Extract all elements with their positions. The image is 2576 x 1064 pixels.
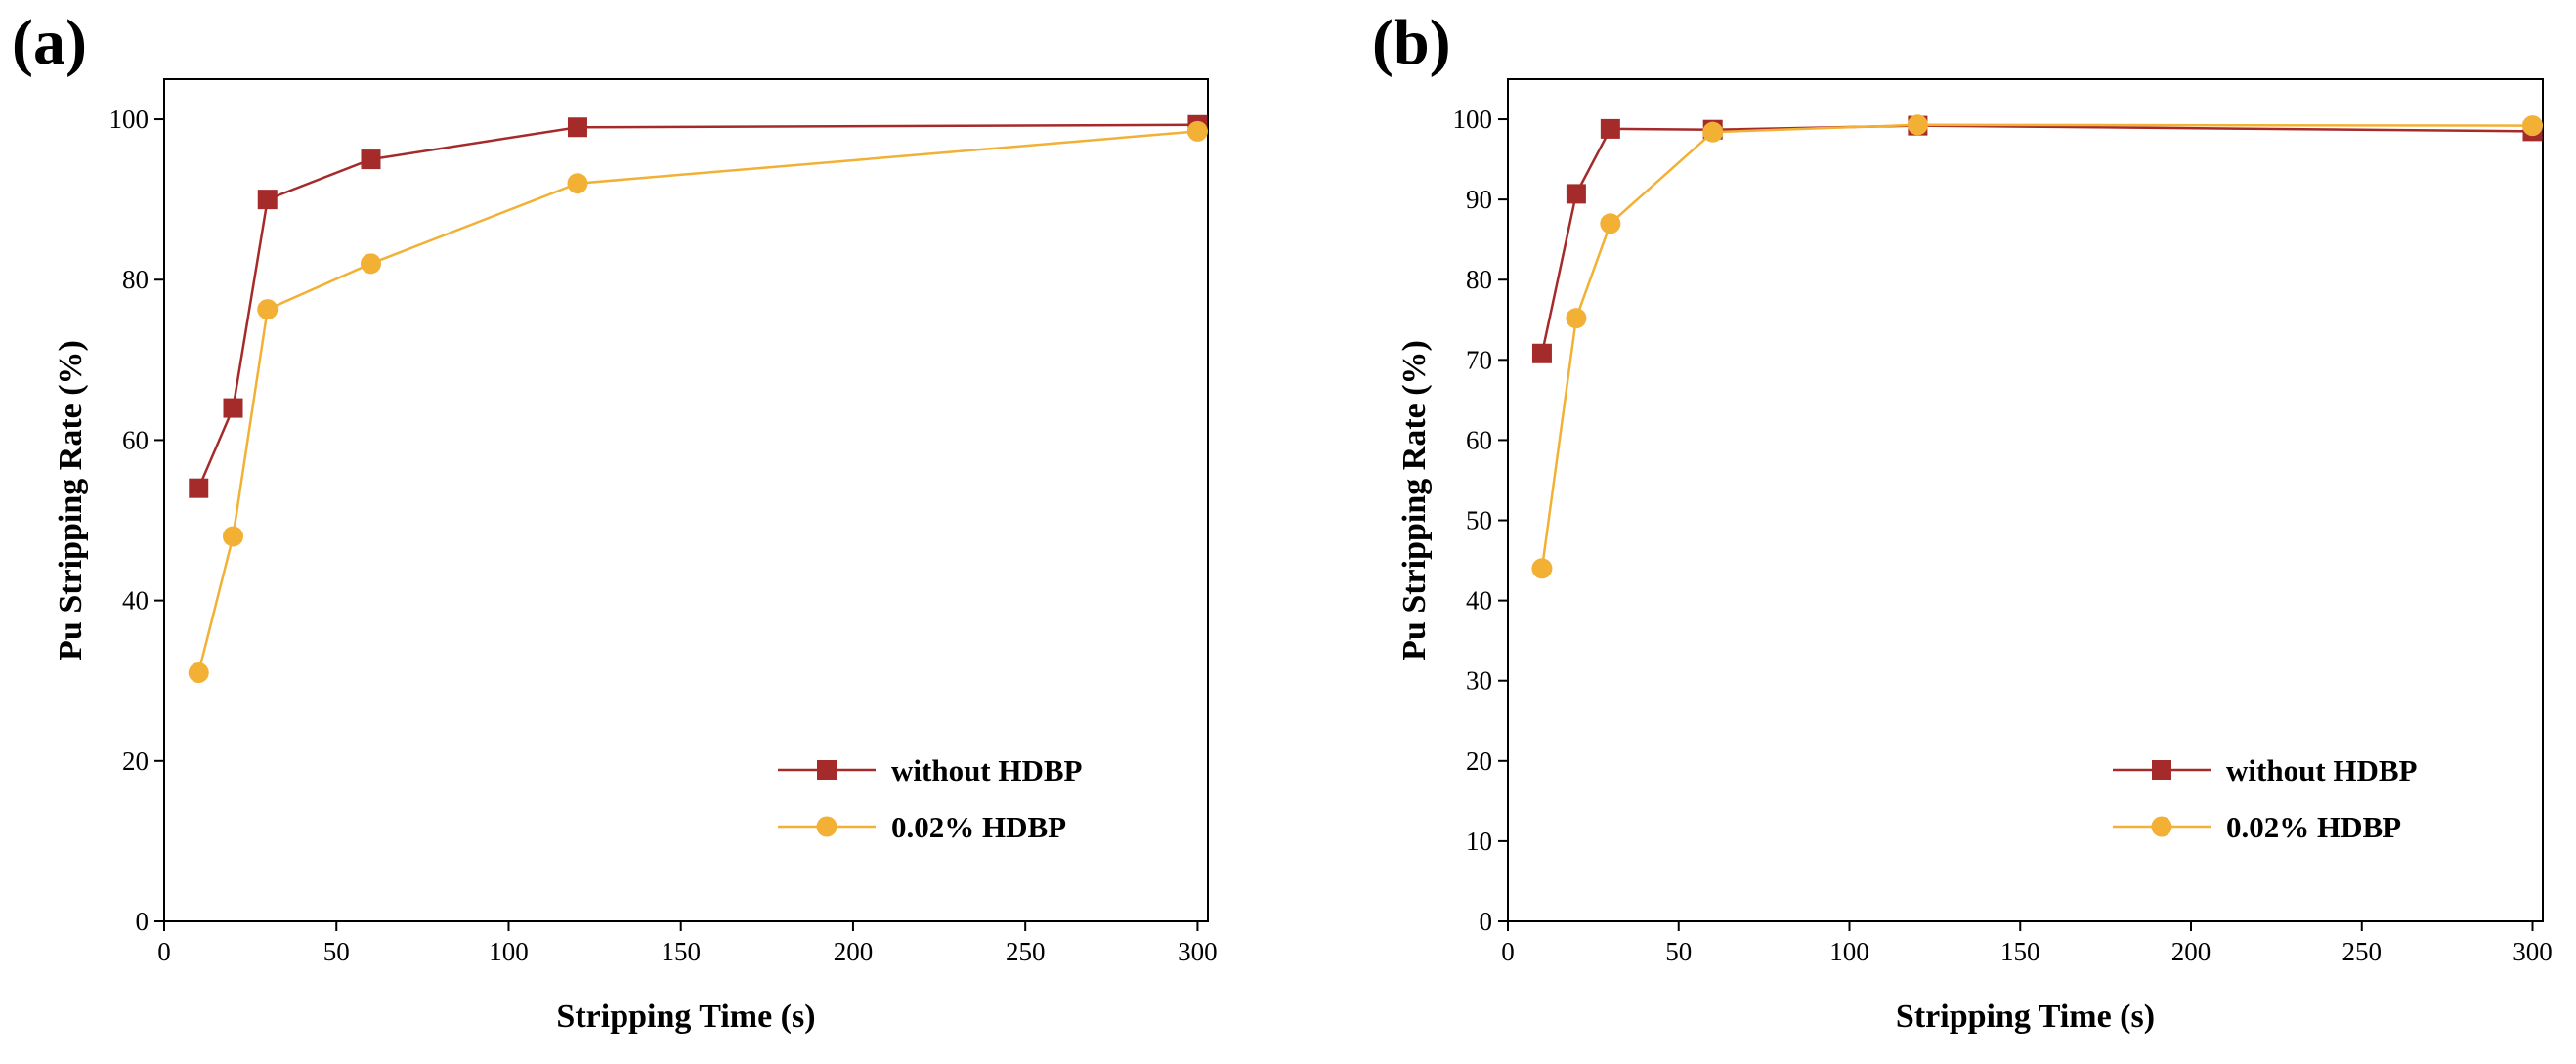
- marker: [223, 398, 243, 418]
- marker: [1702, 121, 1724, 143]
- marker: [1600, 118, 1620, 139]
- marker: [567, 173, 588, 194]
- y-tick-label: 100: [1453, 105, 1493, 134]
- legend-marker: [817, 760, 837, 780]
- x-axis-label: Stripping Time (s): [556, 999, 815, 1035]
- plot-frame: [163, 78, 1209, 922]
- marker: [257, 299, 279, 320]
- y-tick-label: 50: [1466, 506, 1492, 535]
- y-tick-label: 30: [1466, 666, 1492, 696]
- marker: [188, 662, 209, 684]
- marker: [1907, 114, 1928, 136]
- x-axis-label: Stripping Time (s): [1896, 999, 2155, 1035]
- x-tick-label: 200: [2171, 937, 2211, 966]
- y-tick-label: 70: [1466, 345, 1492, 374]
- y-axis-label: Pu Stripping Rate (%): [1396, 340, 1433, 660]
- marker: [1600, 213, 1621, 234]
- marker: [1566, 184, 1586, 204]
- y-tick-label: 60: [1466, 425, 1492, 454]
- marker: [1566, 308, 1587, 329]
- x-tick-label: 150: [2000, 937, 2040, 966]
- legend-label: 0.02% HDBP: [891, 810, 1066, 844]
- panel-label: (a): [12, 7, 87, 78]
- x-tick-label: 50: [1665, 937, 1692, 966]
- x-tick-label: 100: [1829, 937, 1869, 966]
- marker: [2522, 115, 2544, 137]
- panel-label: (b): [1372, 7, 1451, 78]
- marker: [361, 149, 381, 170]
- x-tick-label: 50: [323, 937, 350, 966]
- y-tick-label: 80: [122, 265, 149, 294]
- series-line: [197, 123, 1198, 489]
- legend-label: without HDBP: [891, 753, 1083, 787]
- x-tick-label: 150: [661, 937, 701, 966]
- x-tick-label: 200: [834, 937, 874, 966]
- y-tick-label: 80: [1466, 265, 1492, 294]
- x-tick-label: 100: [489, 937, 529, 966]
- y-axis-label: Pu Stripping Rate (%): [53, 340, 89, 660]
- marker: [257, 190, 278, 210]
- marker: [1186, 120, 1208, 142]
- y-tick-label: 20: [1466, 746, 1492, 776]
- y-tick-label: 40: [122, 586, 149, 616]
- y-tick-label: 90: [1466, 185, 1492, 214]
- legend-label: without HDBP: [2226, 753, 2418, 787]
- x-tick-label: 250: [1006, 937, 1046, 966]
- marker: [567, 117, 587, 138]
- y-tick-label: 20: [122, 746, 149, 776]
- y-tick-label: 0: [1480, 907, 1493, 936]
- marker: [222, 526, 243, 547]
- series-line: [1540, 124, 2533, 355]
- x-tick-label: 300: [1178, 937, 1218, 966]
- y-tick-label: 40: [1466, 586, 1492, 616]
- y-tick-label: 10: [1466, 827, 1492, 856]
- series-line: [1540, 123, 2533, 569]
- legend-marker: [2152, 760, 2171, 780]
- legend-marker: [2151, 816, 2172, 837]
- series-line: [197, 130, 1198, 673]
- plot-frame: [1507, 78, 2544, 922]
- legend-marker: [816, 816, 837, 837]
- marker: [1531, 558, 1553, 579]
- marker: [1531, 343, 1552, 363]
- marker: [360, 253, 381, 275]
- marker: [189, 478, 209, 498]
- x-tick-label: 300: [2512, 937, 2553, 966]
- y-tick-label: 60: [122, 425, 149, 454]
- legend-label: 0.02% HDBP: [2226, 810, 2401, 844]
- x-tick-label: 0: [1501, 937, 1515, 966]
- x-tick-label: 0: [157, 937, 171, 966]
- y-tick-label: 0: [136, 907, 150, 936]
- x-tick-label: 250: [2342, 937, 2383, 966]
- y-tick-label: 100: [109, 105, 150, 134]
